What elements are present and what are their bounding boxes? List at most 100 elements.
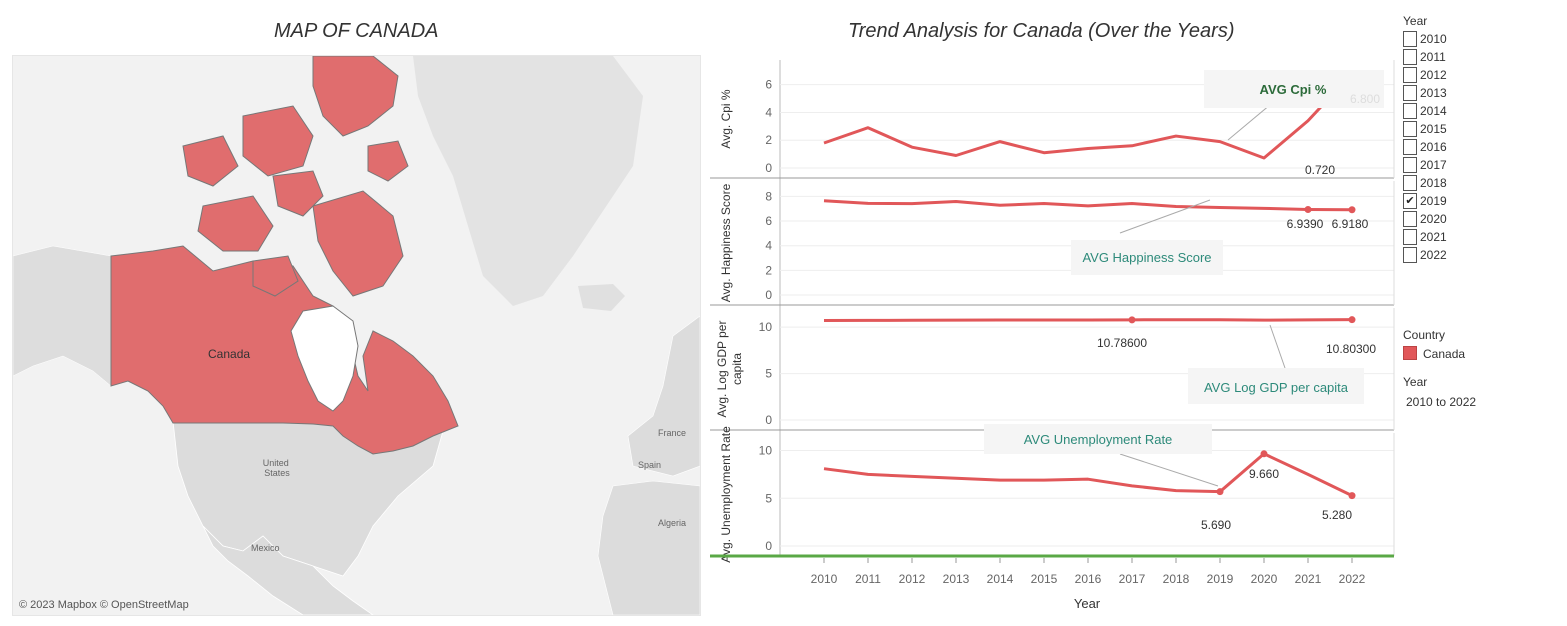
map-title: MAP OF CANADA bbox=[274, 20, 439, 42]
y-tick-label: 2 bbox=[765, 263, 772, 277]
map-alaska bbox=[13, 245, 112, 387]
map-arctic-island-3 bbox=[182, 135, 239, 187]
year-checkbox[interactable] bbox=[1403, 103, 1417, 119]
annotation-leader bbox=[1119, 453, 1219, 487]
x-axis-title: Year bbox=[1074, 596, 1101, 610]
data-point-happiness bbox=[1348, 206, 1356, 214]
annotation-cpi: AVG Cpi % bbox=[1260, 82, 1327, 97]
year-filter-item[interactable]: 2017 bbox=[1403, 156, 1447, 174]
year-filter-item[interactable]: 2013 bbox=[1403, 84, 1447, 102]
year-checkbox[interactable] bbox=[1403, 211, 1417, 227]
data-point-gdp bbox=[1348, 316, 1356, 324]
map-mexico bbox=[202, 525, 374, 615]
canada-swatch bbox=[1403, 346, 1417, 360]
year-filter-item[interactable]: 2016 bbox=[1403, 138, 1447, 156]
x-tick-label: 2021 bbox=[1295, 572, 1322, 586]
data-point-happiness bbox=[1304, 205, 1312, 213]
data-label-gdp: 10.80300 bbox=[1326, 342, 1376, 356]
data-point-unemployment bbox=[1216, 488, 1224, 496]
x-tick-label: 2018 bbox=[1163, 572, 1190, 586]
annotation-box bbox=[1204, 70, 1384, 108]
year-checkbox[interactable] bbox=[1403, 157, 1417, 173]
year-checkbox[interactable] bbox=[1403, 31, 1417, 47]
map-greenland bbox=[413, 56, 643, 306]
x-tick-label: 2012 bbox=[899, 572, 926, 586]
data-label-happiness: 6.9390 bbox=[1287, 217, 1324, 231]
y-tick-label: 5 bbox=[765, 491, 772, 505]
map-label-france: France bbox=[658, 428, 686, 438]
data-point-unemployment bbox=[1348, 492, 1356, 500]
year-filter-label: 2016 bbox=[1420, 140, 1447, 154]
year-filter-item[interactable]: 2014 bbox=[1403, 102, 1447, 120]
data-label-unemployment: 5.690 bbox=[1201, 518, 1231, 532]
year-filter-item[interactable]: 2011 bbox=[1403, 48, 1447, 66]
annotation-box bbox=[984, 424, 1212, 454]
map-europe bbox=[627, 315, 700, 477]
year-filter-label: 2013 bbox=[1420, 86, 1447, 100]
map-label-algeria: Algeria bbox=[658, 518, 686, 528]
year-checkbox[interactable] bbox=[1403, 229, 1417, 245]
map-canada[interactable]: Canada United States Mexico France Spain… bbox=[12, 55, 701, 616]
x-tick-label: 2014 bbox=[987, 572, 1014, 586]
y-axis-title: Avg. Cpi % bbox=[719, 89, 733, 148]
year-legend-title: Year bbox=[1403, 375, 1428, 389]
annotation-leader bbox=[1119, 199, 1211, 234]
series-line-gdp bbox=[823, 318, 1353, 323]
x-tick-label: 2016 bbox=[1075, 572, 1102, 586]
trend-title: Trend Analysis for Canada (Over the Year… bbox=[848, 20, 1235, 42]
year-filter-label: 2011 bbox=[1420, 50, 1446, 64]
map-africa bbox=[597, 480, 700, 615]
y-tick-label: 10 bbox=[759, 320, 773, 334]
data-label-happiness: 6.9180 bbox=[1332, 217, 1369, 231]
year-filter-item[interactable]: 2020 bbox=[1403, 210, 1447, 228]
y-tick-label: 5 bbox=[765, 367, 772, 381]
y-tick-label: 6 bbox=[765, 214, 772, 228]
year-filter-label: 2015 bbox=[1420, 122, 1447, 136]
series-line-cpi bbox=[823, 72, 1354, 160]
x-tick-label: 2011 bbox=[855, 572, 881, 586]
year-checkbox[interactable] bbox=[1403, 247, 1417, 263]
year-filter-item[interactable]: 2018 bbox=[1403, 174, 1447, 192]
year-checkbox[interactable] bbox=[1403, 49, 1417, 65]
year-checkbox[interactable]: ✔ bbox=[1403, 193, 1417, 209]
map-label-mexico: Mexico bbox=[251, 543, 280, 553]
year-filter-item[interactable]: 2015 bbox=[1403, 120, 1447, 138]
year-filter-label: 2021 bbox=[1420, 230, 1447, 244]
data-point-unemployment bbox=[1260, 450, 1268, 458]
data-label-cpi: 0.720 bbox=[1305, 163, 1335, 177]
map-attribution[interactable]: © 2023 Mapbox © OpenStreetMap bbox=[19, 599, 189, 611]
year-checkbox[interactable] bbox=[1403, 67, 1417, 83]
year-filter-label: 2020 bbox=[1420, 212, 1447, 226]
year-filter-label: 2019 bbox=[1420, 194, 1447, 208]
year-filter-item[interactable]: 2022 bbox=[1403, 246, 1447, 264]
year-filter-item[interactable]: 2021 bbox=[1403, 228, 1447, 246]
year-filter-label: 2022 bbox=[1420, 248, 1447, 262]
year-checkbox[interactable] bbox=[1403, 85, 1417, 101]
year-filter-label: 2014 bbox=[1420, 104, 1447, 118]
year-filter-item[interactable]: 2012 bbox=[1403, 66, 1447, 84]
year-checkbox[interactable] bbox=[1403, 139, 1417, 155]
annotation-leader bbox=[1269, 324, 1286, 369]
y-tick-label: 10 bbox=[759, 444, 773, 458]
y-tick-label: 4 bbox=[765, 105, 772, 119]
x-tick-label: 2013 bbox=[943, 572, 970, 586]
map-label-canada: Canada bbox=[208, 347, 250, 361]
map-hudson-bay bbox=[290, 305, 359, 412]
data-label-unemployment: 9.660 bbox=[1249, 467, 1279, 481]
y-tick-label: 0 bbox=[765, 413, 772, 427]
x-tick-label: 2010 bbox=[811, 572, 838, 586]
annotation-box bbox=[1188, 368, 1364, 404]
year-filter-title: Year bbox=[1403, 14, 1428, 28]
y-tick-label: 0 bbox=[765, 539, 772, 553]
data-point-gdp bbox=[1128, 316, 1136, 324]
year-checkbox[interactable] bbox=[1403, 121, 1417, 137]
map-arctic-island-1 bbox=[312, 56, 399, 137]
map-label-spain: Spain bbox=[638, 460, 661, 470]
year-filter-item[interactable]: 2010 bbox=[1403, 30, 1447, 48]
year-checkbox[interactable] bbox=[1403, 175, 1417, 191]
country-legend-item[interactable]: Canada bbox=[1403, 346, 1476, 361]
map-arctic-island-2 bbox=[242, 105, 314, 177]
y-tick-label: 8 bbox=[765, 189, 772, 203]
year-filter: Year 2010 2011 2012 2013 2014 2015 2016 2017 201… bbox=[1403, 14, 1447, 264]
year-filter-item[interactable]: ✔ 2019 bbox=[1403, 192, 1447, 210]
